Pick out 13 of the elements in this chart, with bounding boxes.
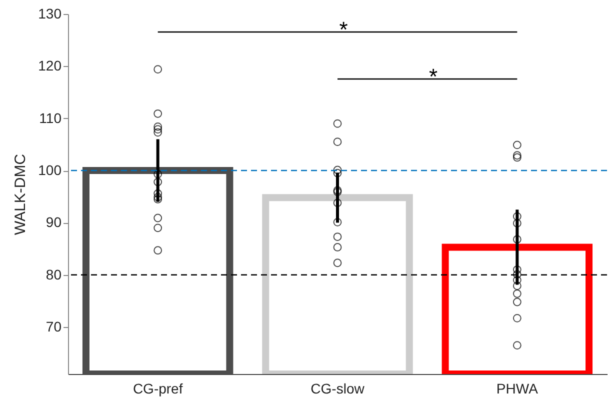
y-tick-label: 110 bbox=[39, 110, 62, 126]
y-tick-label: 120 bbox=[38, 58, 62, 74]
x-tick-label: CG-pref bbox=[132, 380, 183, 396]
y-tick-label: 70 bbox=[46, 318, 62, 335]
y-axis-title: WALK-DMC bbox=[12, 154, 30, 236]
y-tick-label: 100 bbox=[38, 162, 62, 178]
y-tick-label: 90 bbox=[46, 214, 62, 230]
x-tick-label: PHWA bbox=[496, 380, 539, 396]
annotation: * bbox=[429, 64, 438, 89]
y-tick-label: 130 bbox=[38, 6, 62, 22]
annotation: * bbox=[339, 17, 348, 42]
x-tick-label: CG-slow bbox=[310, 380, 366, 396]
y-tick-label: 80 bbox=[46, 266, 62, 282]
